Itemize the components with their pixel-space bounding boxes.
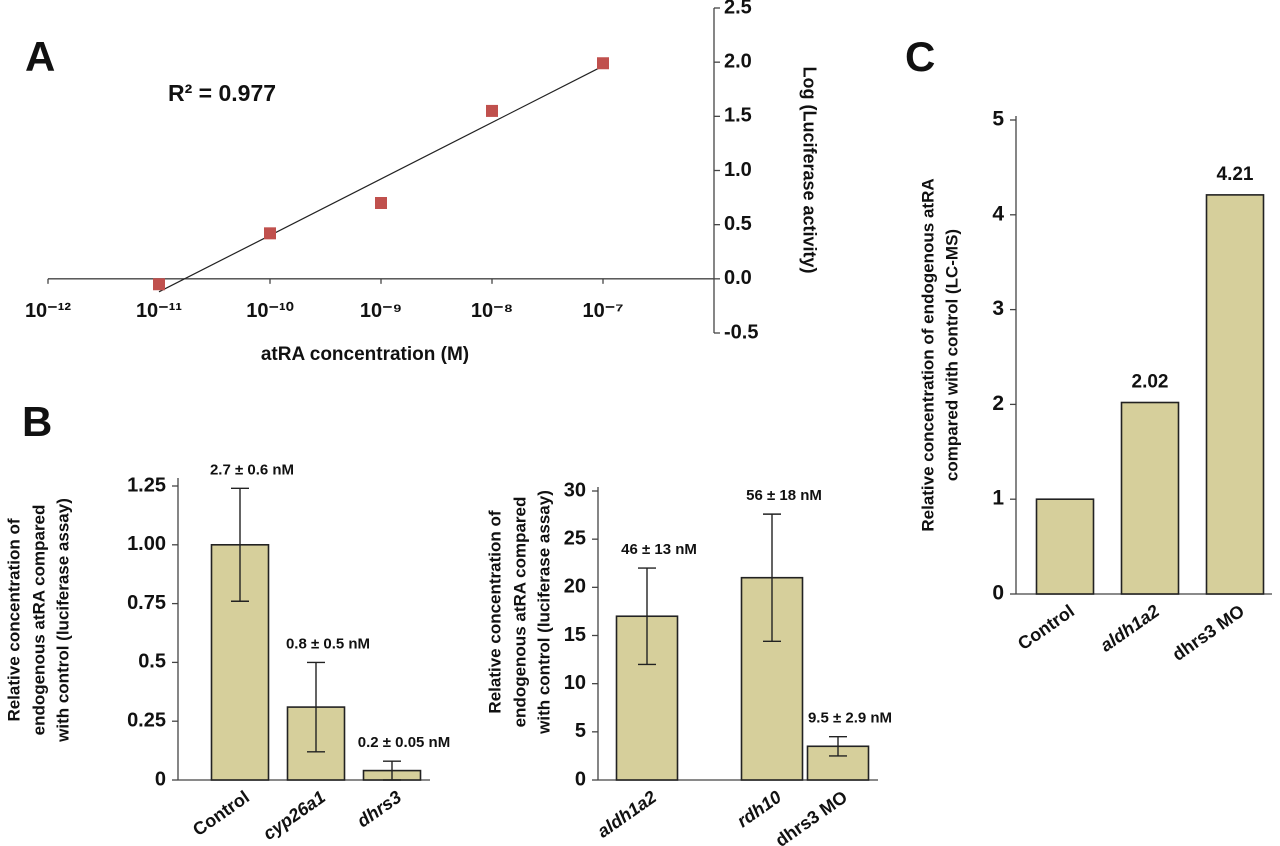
trend-line	[158, 65, 604, 293]
bar	[1120, 401, 1180, 595]
y-tick-label: 5	[575, 720, 586, 742]
y-axis-label: endogenous atRA compared	[29, 505, 48, 736]
y-tick-label: 0.25	[127, 709, 166, 731]
y-tick-label: 0.5	[138, 651, 166, 673]
y-tick-label: 3	[992, 297, 1004, 320]
bar-annotation: 9.5 ± 2.9 nM	[808, 710, 892, 727]
y-axis-label: with control (luciferase assay)	[53, 498, 72, 743]
data-point	[597, 57, 609, 70]
data-point	[264, 227, 276, 240]
y-tick-label: 2.5	[724, 0, 752, 18]
x-tick-label: aldh1a2	[594, 787, 660, 842]
bar	[1035, 498, 1095, 595]
bar	[1205, 194, 1265, 595]
y-tick-label: 2	[992, 392, 1004, 415]
y-tick-label: 4	[992, 202, 1004, 225]
bar-annotation: 46 ± 13 nM	[621, 541, 697, 558]
y-tick-label: 30	[564, 479, 586, 501]
y-axis-label: Relative concentration of	[4, 518, 23, 721]
y-tick-label: 0.75	[127, 592, 166, 614]
x-tick-label: Control	[1014, 601, 1078, 654]
x-tick-label: 10⁻⁷	[582, 300, 623, 322]
x-tick-label: dhrs3 MO	[1169, 601, 1248, 665]
y-tick-label: 15	[564, 624, 586, 646]
data-point	[375, 197, 387, 209]
x-tick-label: rdh10	[733, 787, 785, 832]
x-tick-label: dhrs3	[353, 787, 405, 832]
value-label: 2.02	[1132, 372, 1169, 393]
y-tick-label: 0.5	[724, 213, 752, 235]
x-tick-label: 10⁻¹²	[25, 300, 71, 322]
y-tick-label: 1.25	[127, 474, 166, 496]
x-tick-label: cyp26a1	[259, 787, 329, 844]
y-tick-label: 1.5	[724, 105, 752, 127]
panel-label: B	[22, 398, 52, 445]
y-tick-label: 1	[992, 487, 1004, 510]
y-axis-label: Relative concentration of endogenous atR…	[918, 178, 937, 531]
y-tick-label: 25	[564, 527, 586, 549]
y-tick-label: 1.0	[724, 159, 752, 181]
bar-annotation: 2.7 ± 0.6 nM	[210, 461, 294, 478]
y-tick-label: 2.0	[724, 50, 752, 72]
x-tick-label: dhrs3 MO	[772, 787, 851, 846]
bar-annotation: 0.8 ± 0.5 nM	[286, 635, 370, 652]
value-label: 4.21	[1217, 164, 1254, 185]
x-tick-label: Control	[189, 787, 253, 840]
y-axis-label: endogenous atRA compared	[510, 497, 529, 728]
panel-label: A	[25, 33, 55, 80]
y-tick-label: -0.5	[724, 321, 758, 343]
bar-annotation: 56 ± 18 nM	[746, 487, 822, 504]
y-axis-label: Log (Luciferase activity)	[799, 66, 819, 273]
y-axis-label: with control (luciferase assay)	[534, 490, 553, 735]
bar-annotation: 0.2 ± 0.05 nM	[358, 734, 450, 751]
y-tick-label: 0	[992, 582, 1004, 605]
y-axis-label: Relative concentration of	[485, 510, 504, 713]
x-axis-label: atRA concentration (M)	[261, 344, 469, 365]
y-tick-label: 10	[564, 672, 586, 694]
y-tick-label: 0	[575, 768, 586, 790]
data-point	[153, 278, 165, 291]
x-tick-label: 10⁻⁸	[471, 300, 513, 322]
x-tick-label: aldh1a2	[1097, 601, 1163, 656]
annotation: R² = 0.977	[168, 80, 276, 106]
data-point	[486, 104, 498, 117]
y-tick-label: 0.0	[724, 267, 752, 289]
y-tick-label: 1.00	[127, 533, 166, 555]
y-tick-label: 0	[155, 768, 166, 790]
y-tick-label: 5	[992, 108, 1004, 131]
y-axis-label: compared with control (LC-MS)	[942, 229, 961, 481]
x-tick-label: 10⁻¹⁰	[246, 300, 293, 322]
x-tick-label: 10⁻⁹	[360, 300, 402, 322]
panel-label: C	[905, 33, 935, 80]
x-tick-label: 10⁻¹¹	[136, 300, 182, 322]
y-tick-label: 20	[564, 576, 586, 598]
